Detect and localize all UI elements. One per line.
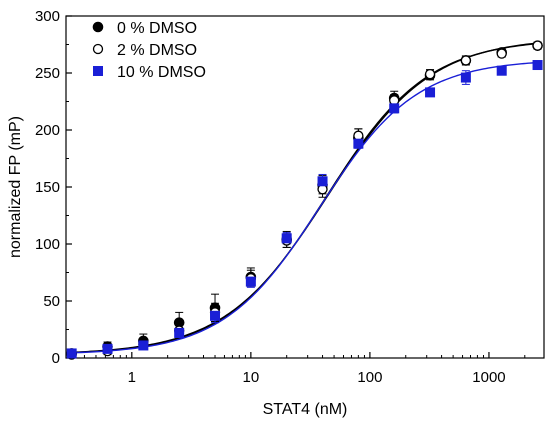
data-point: [532, 40, 543, 51]
x-tick-label: 10: [243, 369, 260, 386]
x-tick-label: 1: [128, 369, 136, 386]
data-point: [174, 327, 185, 338]
data-point: [424, 68, 436, 80]
fit-curves: [69, 42, 540, 354]
y-tick-label: 50: [43, 293, 60, 310]
data-point: [460, 55, 472, 66]
data-point: [66, 348, 77, 359]
data-point: [496, 65, 507, 76]
legend: 0 % DMSO 2 % DMSO 10 % DMSO: [92, 20, 206, 81]
data-point: [496, 48, 507, 59]
legend-label: 0 % DMSO: [117, 20, 197, 37]
legend-marker: [92, 43, 104, 55]
y-tick-label: 0: [52, 350, 60, 367]
x-axis-label: STAT4 (nM): [263, 401, 348, 418]
y-tick-label: 100: [35, 236, 60, 253]
data-point: [353, 138, 364, 149]
y-tick-label: 250: [35, 65, 60, 82]
fit-curve: [69, 42, 540, 354]
data-point: [281, 233, 292, 244]
legend-marker: [93, 66, 103, 76]
data-point: [245, 276, 256, 287]
fit-curve: [69, 42, 540, 354]
legend-marker: [92, 21, 104, 33]
y-tick-label: 300: [35, 8, 60, 25]
legend-label: 2 % DMSO: [117, 42, 197, 59]
data-point: [138, 340, 149, 351]
data-point: [317, 176, 328, 187]
axes: 0 50 100 150 200 250 300 1 10 100 1000: [35, 8, 526, 386]
error-bars: [67, 41, 542, 358]
x-tick-label: 100: [357, 369, 382, 386]
data-point: [460, 72, 471, 83]
data-points: [66, 40, 543, 360]
y-axis-label: normalized FP (mP): [7, 116, 24, 258]
data-point: [532, 60, 543, 71]
data-point: [389, 103, 400, 114]
y-tick-label: 200: [35, 122, 60, 139]
legend-label: 10 % DMSO: [117, 64, 206, 81]
data-point: [102, 343, 113, 354]
data-point: [425, 87, 436, 98]
data-point: [210, 310, 221, 321]
x-tick-label: 1000: [472, 369, 505, 386]
y-tick-label: 150: [35, 179, 60, 196]
fit-curve: [69, 61, 540, 354]
